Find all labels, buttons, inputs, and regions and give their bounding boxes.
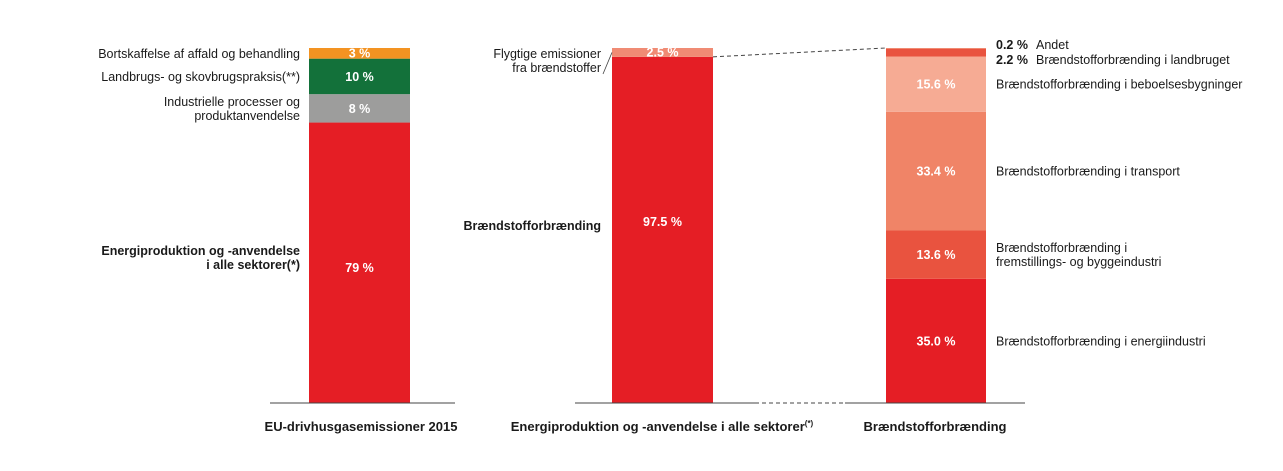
category-label: Energiproduktion og -anvendelse (101, 244, 300, 258)
category-label: Flygtige emissioner (493, 47, 601, 61)
data-label: 2.2 % (996, 53, 1028, 67)
axis-title-superscript: (*) (805, 419, 814, 428)
category-label: Industrielle processer og (164, 95, 300, 109)
data-label: 33.4 % (917, 165, 956, 179)
bar-segment (309, 94, 410, 123)
axis-title: EU-drivhusgasemissioner 2015 (265, 419, 458, 434)
data-label: 15.6 % (917, 78, 956, 92)
category-label: fra brændstoffer (512, 61, 601, 75)
data-label: 35.0 % (917, 334, 956, 348)
bar-segment (886, 230, 986, 279)
category-label: Brændstofforbrænding (464, 219, 601, 233)
category-label: Brændstofforbrænding i energiindustri (996, 334, 1206, 348)
category-label: Bortskaffelse af affald og behandling (98, 47, 300, 61)
category-label: fremstillings- og byggeindustri (996, 255, 1161, 269)
data-label: 3 % (349, 47, 371, 61)
bar-segment (309, 58, 410, 95)
category-label: Brændstofforbrænding i beboelsesbygninge… (996, 78, 1242, 92)
axis-layer: EU-drivhusgasemissioner 2015 Energiproduk… (265, 402, 1025, 434)
data-label: 10 % (345, 70, 374, 84)
bars-layer (309, 48, 986, 404)
data-label: 0.2 % (996, 38, 1028, 52)
category-label: Landbrugs- og skovbrugspraksis(**) (101, 70, 300, 84)
axis-title: Energiproduktion og -anvendelse i alle s… (511, 419, 814, 434)
bar-segment (886, 48, 986, 57)
category-label: Brændstofforbrænding i transport (996, 165, 1180, 179)
data-label: 2.5 % (647, 45, 679, 59)
bar-segment (886, 111, 986, 231)
connector-top (712, 47, 887, 58)
data-label: 8 % (349, 102, 371, 116)
axis-title: Brændstofforbrænding (864, 419, 1007, 434)
category-label: Brændstofforbrænding i landbruget (1036, 53, 1230, 67)
category-label: i alle sektorer(*) (206, 258, 300, 272)
bar-segment (309, 122, 410, 404)
data-label: 97.5 % (643, 215, 682, 229)
category-label: produktanvendelse (194, 109, 300, 123)
bar-segment (612, 48, 713, 57)
bar-segment (612, 56, 713, 403)
category-label: Andet (1036, 38, 1069, 52)
bar-segment (886, 278, 986, 403)
leader-line (602, 52, 613, 75)
data-label: 13.6 % (917, 248, 956, 262)
bar-segment (886, 56, 986, 112)
bar-segment (886, 48, 986, 49)
data-label: 79 % (345, 261, 374, 275)
bar-segment (309, 48, 410, 59)
category-label: Brændstofforbrænding i (996, 241, 1127, 255)
